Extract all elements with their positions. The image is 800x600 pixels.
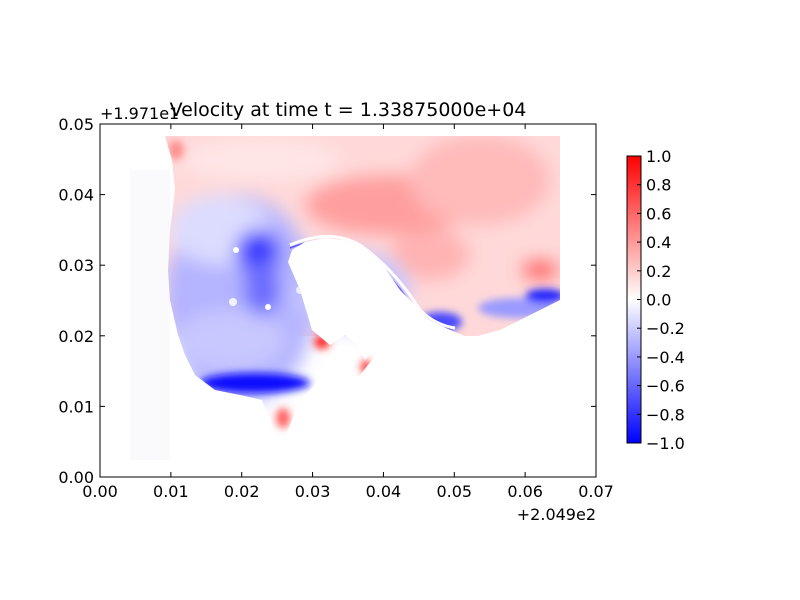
x-tick-label: 0.00 xyxy=(82,482,118,501)
x-tick-label: 0.03 xyxy=(295,482,331,501)
colorbar-tick-label: 1.0 xyxy=(646,147,671,166)
x-tick-label: 0.07 xyxy=(578,482,614,501)
x-tick-label: 0.01 xyxy=(153,482,189,501)
chart-title: Velocity at time t = 1.33875000e+04 xyxy=(170,99,527,121)
colorbar-ticks: −1.0 −0.8 −0.6 −0.4 −0.2 0.0 0.2 0.4 0.6 0.8 1.0 xyxy=(637,147,685,453)
velocity-field xyxy=(100,124,596,477)
y-tick-label: 0.02 xyxy=(58,327,94,346)
x-axis-ticks: 0.00 0.01 0.02 0.03 0.04 0.05 0.06 0.07 xyxy=(82,124,614,501)
x-tick-label: 0.04 xyxy=(366,482,402,501)
y-tick-label: 0.00 xyxy=(58,468,94,487)
y-tick-label: 0.04 xyxy=(58,186,94,205)
x-offset-label: +2.049e2 xyxy=(517,505,596,524)
y-axis-ticks: 0.00 0.01 0.02 0.03 0.04 0.05 xyxy=(58,115,596,487)
colorbar-tick-label: 0.2 xyxy=(646,262,671,281)
colorbar-tick-label: −0.6 xyxy=(646,377,685,396)
plot-axes-frame xyxy=(99,123,597,478)
y-tick-label: 0.03 xyxy=(58,256,94,275)
colorbar-tick-label: 0.0 xyxy=(646,291,671,310)
y-tick-label: 0.01 xyxy=(58,397,94,416)
y-tick-label: 0.05 xyxy=(58,115,94,134)
colorbar-tick-label: −1.0 xyxy=(646,434,685,453)
colorbar-tick-label: 0.6 xyxy=(646,204,671,223)
colorbar-tick-label: −0.2 xyxy=(646,319,685,338)
y-offset-label: +1.971e1 xyxy=(100,104,179,123)
colorbar-tick-label: −0.8 xyxy=(646,405,685,424)
colorbar-tick-label: 0.4 xyxy=(646,233,671,252)
x-tick-label: 0.06 xyxy=(507,482,543,501)
colorbar-tick-label: 0.8 xyxy=(646,176,671,195)
x-tick-label: 0.05 xyxy=(436,482,472,501)
colorbar-tick-label: −0.4 xyxy=(646,348,685,367)
x-tick-label: 0.02 xyxy=(224,482,260,501)
